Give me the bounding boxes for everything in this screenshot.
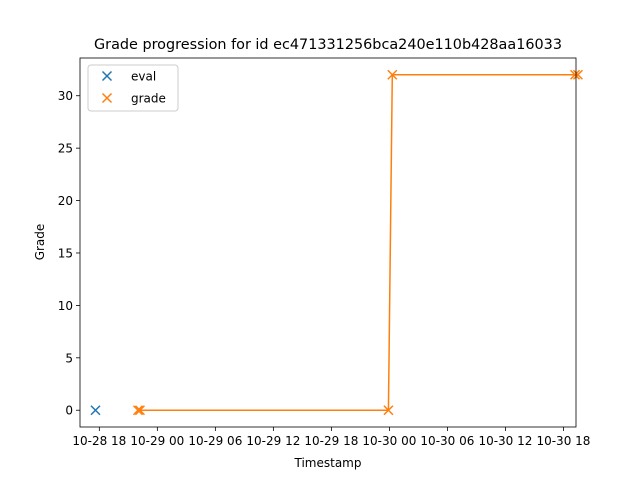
data-point-grade-0 xyxy=(132,405,144,416)
data-point-grade-4-stroke-b xyxy=(570,69,581,80)
data-point-grade-4 xyxy=(570,69,581,80)
y-tick-label-0: 0 xyxy=(65,404,73,418)
data-point-grade-5 xyxy=(572,69,583,80)
legend-marker-grade xyxy=(101,92,113,104)
plot-area: 10-28 18 10-29 00 10-29 06 10-29 12 10-29 18… xyxy=(58,57,590,448)
legend-marker-eval xyxy=(101,70,113,82)
y-tick-label-4: 20 xyxy=(58,194,73,208)
data-point-grade-1-stroke-b xyxy=(134,405,145,416)
data-point-grade-0-stroke-b xyxy=(132,405,144,416)
x-axis-label: Timestamp xyxy=(294,456,362,470)
y-tick-label-6: 30 xyxy=(58,89,73,103)
x-tick-label-0: 10-28 18 xyxy=(72,434,126,448)
y-tick-label-1: 5 xyxy=(65,351,73,365)
data-point-grade-3-stroke-b xyxy=(387,69,398,80)
x-tick-label-2: 10-29 06 xyxy=(188,434,242,448)
data-point-eval-0-stroke-b xyxy=(90,405,101,416)
data-point-eval-0 xyxy=(90,405,101,416)
legend-box xyxy=(87,64,179,112)
x-tick-label-1: 10-29 00 xyxy=(130,434,184,448)
legend-marker-grade-stroke-b xyxy=(101,92,113,104)
x-tick-label-8: 10-30 18 xyxy=(536,434,590,448)
data-point-grade-5-stroke-b xyxy=(572,69,583,80)
legend-label-grade: grade xyxy=(131,92,166,106)
data-point-grade-2 xyxy=(383,405,394,416)
y-tick-label-3: 15 xyxy=(58,246,73,260)
data-point-grade-3 xyxy=(387,69,398,80)
data-point-grade-1 xyxy=(134,405,145,416)
x-tick-label-6: 10-30 06 xyxy=(420,434,474,448)
chart-title: Grade progression for id ec471331256bca2… xyxy=(94,37,562,53)
legend: eval grade xyxy=(87,64,179,112)
y-axis-label: Grade xyxy=(33,224,47,261)
legend-label-eval: eval xyxy=(131,70,156,84)
axes-frame xyxy=(79,57,577,428)
legend-marker-eval-stroke-b xyxy=(101,70,113,82)
x-tick-label-3: 10-29 12 xyxy=(246,434,300,448)
data-point-grade-2-stroke-b xyxy=(383,405,394,416)
x-tick-label-7: 10-30 12 xyxy=(478,434,532,448)
x-tick-label-4: 10-29 18 xyxy=(304,434,358,448)
x-tick-label-5: 10-30 00 xyxy=(362,434,416,448)
y-tick-label-5: 25 xyxy=(58,142,73,156)
y-tick-label-2: 10 xyxy=(58,299,73,313)
